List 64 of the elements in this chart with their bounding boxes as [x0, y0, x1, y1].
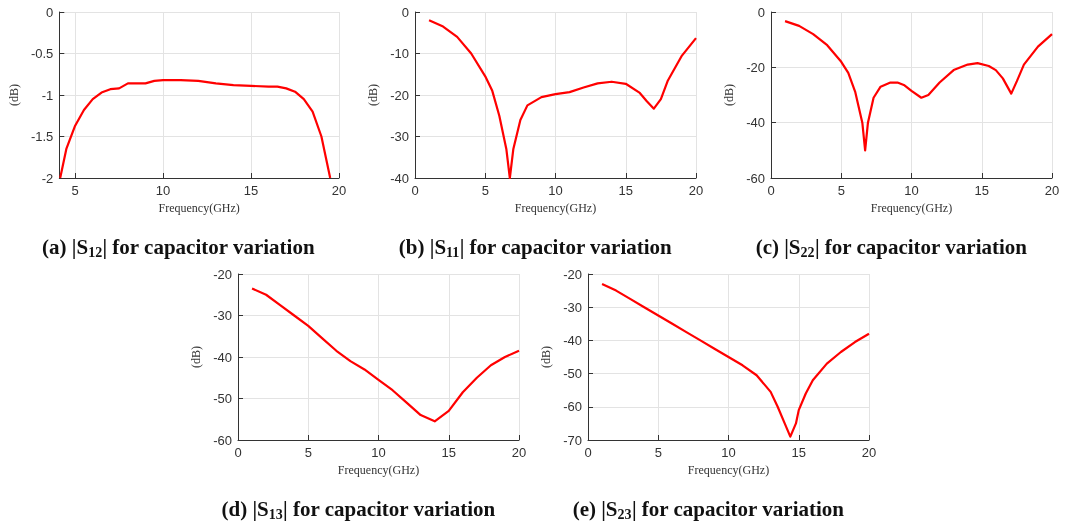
x-axis-title: Frequency(GHz): [870, 200, 953, 215]
x-tick-label: 5: [71, 183, 79, 198]
x-tick-label: 10: [721, 445, 736, 460]
y-tick-label: -2: [41, 170, 54, 186]
x-axis-title: Frequency(GHz): [514, 200, 597, 215]
x-tick-label: 20: [511, 445, 527, 460]
x-tick-label: 0: [584, 445, 592, 460]
x-tick-label: 15: [618, 183, 633, 198]
x-tick-label: 10: [904, 183, 919, 198]
y-tick-label: 0: [401, 4, 409, 20]
x-axis-title: Frequency(GHz): [687, 462, 770, 477]
line-series: [427, 19, 698, 180]
x-tick-label: 0: [411, 183, 419, 198]
y-tick-label: -40: [390, 170, 409, 186]
x-tick-label: 5: [837, 183, 845, 198]
x-axis-title: Frequency(GHz): [158, 200, 240, 215]
y-tick-label: -50: [213, 391, 232, 406]
y-tick-label: -20: [213, 266, 232, 282]
y-tick-label: -30: [563, 299, 582, 315]
x-tick-label: 10: [155, 183, 171, 198]
y-tick-label: -30: [213, 308, 232, 323]
y-tick-label: -40: [563, 332, 582, 348]
x-tick-label: 15: [974, 183, 989, 198]
y-tick-label: -50: [563, 366, 582, 382]
x-tick-label: 5: [481, 183, 489, 198]
x-tick-label: 15: [441, 445, 456, 460]
y-axis-title: (dB): [7, 84, 21, 106]
y-tick-label: -0.5: [30, 46, 54, 61]
x-tick-label: 20: [861, 445, 877, 460]
y-tick-label: -1.5: [30, 129, 54, 144]
y-tick-label: -20: [563, 266, 582, 282]
y-tick-label: -60: [213, 432, 232, 448]
line-series: [250, 287, 521, 423]
x-tick-label: 20: [331, 183, 347, 198]
y-tick-label: -10: [390, 46, 409, 61]
y-tick-label: -70: [563, 432, 582, 448]
y-axis-title: (dB): [539, 346, 553, 368]
y-axis-title: (dB): [366, 84, 380, 106]
x-tick-label: 20: [688, 183, 704, 198]
y-tick-label: -60: [746, 170, 765, 186]
x-tick-label: 5: [654, 445, 662, 460]
x-tick-label: 10: [548, 183, 563, 198]
y-tick-label: 0: [46, 4, 54, 20]
line-series: [600, 282, 871, 438]
y-tick-label: 0: [757, 4, 765, 20]
x-tick-label: 10: [371, 445, 386, 460]
y-tick-label: -40: [746, 115, 765, 131]
x-axis-title: Frequency(GHz): [337, 462, 420, 477]
y-axis-title: (dB): [189, 346, 203, 368]
x-tick-label: 15: [243, 183, 259, 198]
y-tick-label: -60: [563, 399, 582, 415]
x-tick-label: 15: [791, 445, 806, 460]
y-tick-label: -40: [213, 349, 232, 365]
y-axis-title: (dB): [722, 84, 736, 106]
y-tick-label: -20: [746, 59, 765, 75]
y-tick-label: -30: [390, 129, 409, 144]
x-tick-label: 0: [234, 445, 242, 460]
x-tick-label: 5: [304, 445, 312, 460]
line-series: [59, 78, 332, 180]
x-tick-label: 0: [767, 183, 775, 198]
y-tick-label: -1: [41, 87, 54, 103]
line-series: [783, 20, 1054, 152]
y-tick-label: -20: [390, 87, 409, 103]
x-tick-label: 20: [1044, 183, 1060, 198]
